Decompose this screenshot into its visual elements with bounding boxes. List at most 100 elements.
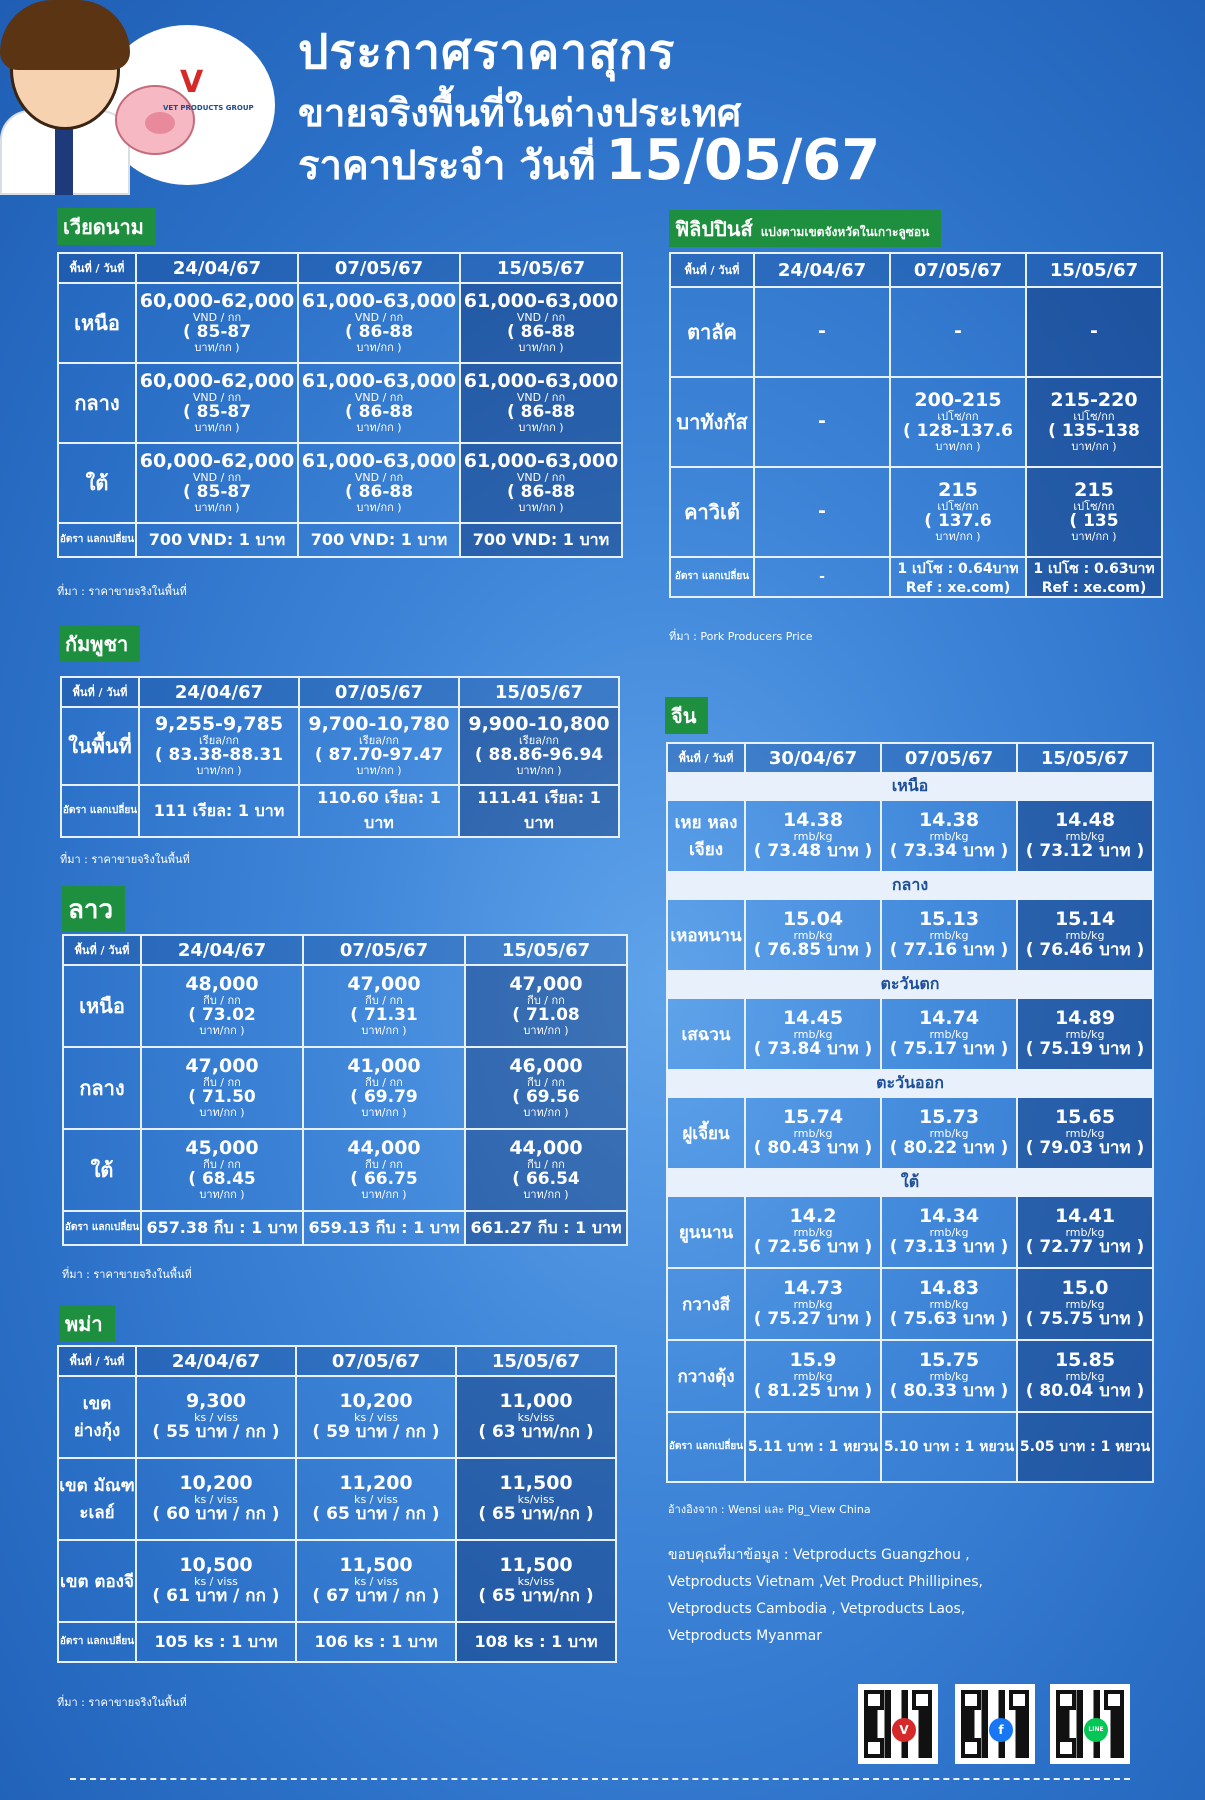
baht-unit: บาท/กก ) bbox=[361, 1187, 407, 1201]
philippines-tag-label: ฟิลิปปินส์ bbox=[675, 217, 753, 241]
price-value: 15.14 bbox=[1054, 908, 1116, 931]
table-row: เสฉวน 14.45 rmb/kg( 73.84 บาท ) 14.74 rmb/kg… bbox=[666, 997, 1154, 1071]
price-unit: เปโซ/กก bbox=[1073, 409, 1115, 423]
date-prefix: ราคาประจำ วันที่ bbox=[298, 143, 596, 189]
laos-tag: ลาว bbox=[62, 886, 126, 932]
price-value: 60,000-62,000 bbox=[139, 370, 295, 393]
baht-unit: บาท/กก ) bbox=[194, 500, 240, 514]
region-label: ฝูเจี้ยน bbox=[666, 1096, 746, 1170]
date-header: 15/05/67 bbox=[459, 252, 623, 284]
exchange-rate-row: อัตรา แลกเปลี่ยน 5.11 บาท : 1 หยวน 5.10 บา… bbox=[666, 1411, 1154, 1483]
exchange-rate-label: อัตรา แลกเปลี่ยน bbox=[666, 1411, 746, 1483]
price-value: 9,255-9,785 bbox=[154, 713, 284, 736]
price-unit: rmb/kg bbox=[793, 830, 833, 843]
date-header: 24/04/67 bbox=[753, 252, 891, 288]
price-value: 61,000-63,000 bbox=[463, 370, 619, 393]
price-cell: 61,000-63,000 VND / กก( 86-88 บาท/กก ) bbox=[297, 282, 461, 364]
price-value: 14.48 bbox=[1054, 809, 1116, 832]
credits-line: Vetproducts Vietnam ,Vet Product Phillip… bbox=[668, 1574, 983, 1590]
baht-price: ( 67 บาท / กก ) bbox=[312, 1586, 440, 1607]
baht-price: ( 87.70-97.47 bbox=[314, 745, 444, 766]
qr-finder bbox=[1056, 1738, 1076, 1758]
vietnam-tag-label: เวียดนาม bbox=[63, 215, 144, 239]
price-unit: VND / กก bbox=[192, 310, 242, 324]
laos-tag-label: ลาว bbox=[68, 895, 114, 925]
price-value: 48,000 bbox=[185, 973, 259, 996]
price-cell: 9,700-10,780 เรียล/กก( 87.70-97.47 บาท/กก … bbox=[298, 706, 460, 786]
qr-website-icon[interactable]: V bbox=[858, 1684, 938, 1764]
table-row: บาทังกัส -200-215 เปโซ/กก( 128-137.6 บาท/กก… bbox=[669, 376, 1163, 468]
china-region-section: ตะวันตก bbox=[666, 970, 1154, 999]
price-value: 41,000 bbox=[347, 1055, 421, 1078]
price-unit: VND / กก bbox=[354, 390, 404, 404]
price-value: 61,000-63,000 bbox=[301, 370, 457, 393]
price-unit: เปโซ/กก bbox=[937, 499, 979, 513]
baht-unit: บาท/กก ) bbox=[194, 340, 240, 354]
pig-snout-icon bbox=[145, 112, 175, 134]
price-value: 10,200 bbox=[179, 1472, 253, 1495]
exchange-rate-value: 700 VND: 1 บาท bbox=[459, 522, 623, 558]
section-label: ใต้ bbox=[666, 1168, 1154, 1197]
cambodia-tag-label: กัมพูชา bbox=[65, 632, 129, 656]
price-cell: 61,000-63,000 VND / กก( 86-88 บาท/กก ) bbox=[297, 442, 461, 524]
price-value: 61,000-63,000 bbox=[463, 290, 619, 313]
exchange-rate-row: อัตรา แลกเปลี่ยน 657.38 กีบ : 1 บาท 659.13… bbox=[62, 1210, 628, 1246]
philippines-tag: ฟิลิปปินส์ แบ่งตามเขตจังหวัดในเกาะลูซอน bbox=[669, 210, 942, 247]
price-cell: 14.38 rmb/kg( 73.48 บาท ) bbox=[744, 799, 882, 873]
header-illustration: V VET PRODUCTS GROUP bbox=[0, 0, 280, 200]
myanmar-tag-label: พม่า bbox=[65, 1312, 103, 1336]
price-value: 15.74 bbox=[782, 1106, 844, 1129]
price-unit: กีบ / กก bbox=[365, 1157, 403, 1171]
exchange-rate-value: 5.10 บาท : 1 หยวน bbox=[880, 1411, 1018, 1483]
price-cell: 15.0 rmb/kg( 75.75 บาท ) bbox=[1016, 1267, 1154, 1341]
price-cell: - bbox=[1025, 286, 1163, 378]
baht-price: ( 86-88 bbox=[344, 402, 414, 423]
credits: ขอบคุณที่มาข้อมูล : Vetproducts Guangzho… bbox=[668, 1542, 983, 1650]
baht-unit: บาท/กก ) bbox=[361, 1105, 407, 1119]
exchange-rate-value: - bbox=[753, 556, 891, 598]
baht-price: ( 69.79 bbox=[350, 1087, 418, 1108]
price-value: 14.73 bbox=[782, 1277, 844, 1300]
table-row: คาวิเต้ -215 เปโซ/กก( 137.6 บาท/กก ) 215 เปโซ… bbox=[669, 466, 1163, 558]
price-cell: 14.74 rmb/kg( 75.17 บาท ) bbox=[880, 997, 1018, 1071]
vietnam-tag: เวียดนาม bbox=[57, 208, 156, 245]
table-header-row: พื้นที่ / วันที่ 24/04/67 07/05/67 15/05/67 bbox=[60, 676, 620, 708]
baht-unit: บาท/กก ) bbox=[518, 500, 564, 514]
table-row: กวางสี 14.73 rmb/kg( 75.27 บาท ) 14.83 rmb/k… bbox=[666, 1267, 1154, 1341]
price-value: 11,500 bbox=[499, 1554, 573, 1577]
price-cell: 45,000 กีบ / กก( 68.45 บาท/กก ) bbox=[140, 1128, 304, 1212]
date-header: 07/05/67 bbox=[889, 252, 1027, 288]
price-value: 15.85 bbox=[1054, 1349, 1116, 1372]
section-label: ตะวันตก bbox=[666, 970, 1154, 999]
price-cell: 11,500 ks/viss( 65 บาท/กก ) bbox=[455, 1539, 617, 1623]
price-unit: กีบ / กก bbox=[203, 993, 241, 1007]
baht-price: ( 135-138 bbox=[1048, 421, 1140, 442]
table-row: กวางตุ้ง 15.9 rmb/kg( 81.25 บาท ) 15.75 rmb/… bbox=[666, 1339, 1154, 1413]
region-label: กลาง bbox=[57, 362, 137, 444]
price-value: 10,200 bbox=[339, 1390, 413, 1413]
price-value: 14.38 bbox=[782, 809, 844, 832]
baht-price: ( 72.77 บาท ) bbox=[1025, 1237, 1145, 1258]
baht-unit: บาท/กก ) bbox=[194, 420, 240, 434]
baht-price: ( 88.86-96.94 bbox=[474, 745, 604, 766]
price-cell: - bbox=[753, 376, 891, 468]
price-value: 14.38 bbox=[918, 809, 980, 832]
price-value: 14.89 bbox=[1054, 1007, 1116, 1030]
qr-line-icon[interactable]: LINE bbox=[1050, 1684, 1130, 1764]
baht-price: ( 71.08 bbox=[512, 1005, 580, 1026]
exchange-rate-value: 108 ks : 1 บาท bbox=[455, 1621, 617, 1663]
date-header: 15/05/67 bbox=[455, 1345, 617, 1377]
baht-unit: บาท/กก ) bbox=[518, 420, 564, 434]
price-cell: 61,000-63,000 VND / กก( 86-88 บาท/กก ) bbox=[459, 282, 623, 364]
exchange-rate-value: 106 ks : 1 บาท bbox=[295, 1621, 457, 1663]
baht-price: ( 86-88 bbox=[506, 402, 576, 423]
price-value: 61,000-63,000 bbox=[301, 290, 457, 313]
region-label: ใต้ bbox=[62, 1128, 142, 1212]
region-label: เสฉวน bbox=[666, 997, 746, 1071]
cambodia-price-table: พื้นที่ / วันที่ 24/04/67 07/05/67 15/05/67… bbox=[60, 676, 620, 838]
qr-facebook-icon[interactable]: f bbox=[955, 1684, 1035, 1764]
qr-pattern: f bbox=[961, 1690, 1029, 1758]
exchange-rate-row: อัตรา แลกเปลี่ยน -1 เปโซ : 0.64บาท Ref : … bbox=[669, 556, 1163, 598]
baht-price: ( 68.45 bbox=[188, 1169, 256, 1190]
price-value: 14.41 bbox=[1054, 1205, 1116, 1228]
